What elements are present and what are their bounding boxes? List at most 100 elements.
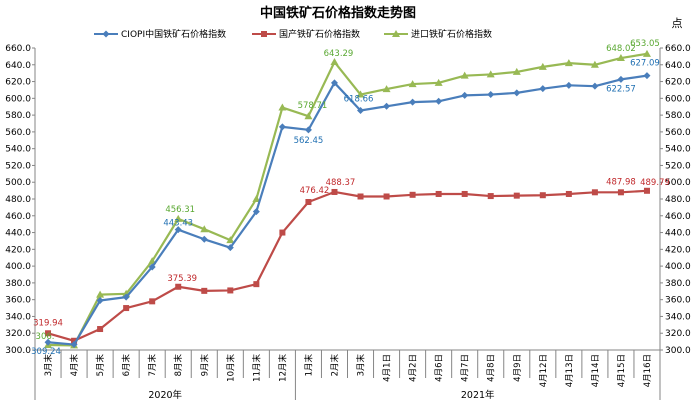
data-point <box>149 298 156 305</box>
data-label: 618.66 <box>344 94 374 104</box>
group-label: 2021年 <box>461 389 495 401</box>
data-point <box>252 208 260 216</box>
data-point <box>538 62 547 70</box>
data-label: 487.98 <box>606 177 636 187</box>
y-tick-label-left: 600.0 <box>5 94 31 104</box>
data-label: 627.09 <box>630 59 660 69</box>
data-point <box>461 190 468 197</box>
data-point <box>617 75 625 83</box>
data-point <box>226 236 235 244</box>
data-point <box>617 189 624 196</box>
data-point <box>409 98 417 106</box>
data-point <box>435 97 443 105</box>
data-point <box>304 126 312 134</box>
data-point <box>435 190 442 197</box>
data-point <box>383 193 390 200</box>
y-tick-label-left: 480.0 <box>5 195 31 205</box>
x-tick-label: 6月末 <box>121 354 132 377</box>
x-tick-label: 4月14日 <box>591 354 601 387</box>
data-label: 375.39 <box>167 274 197 284</box>
data-point <box>122 293 130 301</box>
x-tick-label: 9月末 <box>199 354 210 377</box>
x-tick-label: 4月6日 <box>435 354 445 382</box>
data-point <box>643 187 650 194</box>
data-point <box>487 91 495 99</box>
y-tick-label-right: 600.0 <box>665 94 691 104</box>
chart-title: 中国铁矿石价格指数走势图 <box>260 5 416 21</box>
data-point <box>201 287 208 294</box>
y-tick-label-right: 500.0 <box>665 178 691 188</box>
y-tick-label-left: 400.0 <box>5 262 31 272</box>
data-label: 319.94 <box>33 318 63 328</box>
data-label: 653.05 <box>630 39 660 49</box>
legend-entry: 国产铁矿石价格指数 <box>279 28 360 40</box>
y-tick-label-right: 640.0 <box>665 61 691 71</box>
data-point <box>642 49 651 57</box>
y-tick-label-right: 420.0 <box>665 245 691 255</box>
data-point <box>383 102 391 110</box>
data-point <box>252 195 261 202</box>
data-label: 309.24 <box>31 347 61 357</box>
x-tick-label: 4月13日 <box>565 354 575 387</box>
x-tick-label: 5月末 <box>95 354 106 377</box>
data-point <box>278 103 287 111</box>
data-point <box>175 283 182 290</box>
data-point <box>305 199 312 206</box>
data-point <box>123 305 130 312</box>
data-point <box>174 214 183 222</box>
data-label: 306. <box>36 332 55 342</box>
y-tick-label-left: 420.0 <box>5 245 31 255</box>
data-label: 488.37 <box>326 178 356 188</box>
data-point <box>356 90 365 98</box>
data-label: 456.31 <box>165 205 195 215</box>
x-tick-label: 4月末 <box>69 354 80 377</box>
data-point <box>253 281 260 288</box>
x-tick-label: 3月末 <box>356 354 367 377</box>
data-point <box>565 190 572 197</box>
y-tick-label-left: 520.0 <box>5 161 31 171</box>
data-label: 578.71 <box>298 101 328 111</box>
y-tick-label-left: 500.0 <box>5 178 31 188</box>
y-tick-label-right: 580.0 <box>665 111 691 121</box>
data-point <box>357 106 365 114</box>
data-point <box>461 91 469 99</box>
x-tick-label: 4月15日 <box>617 354 627 387</box>
y-tick-label-left: 460.0 <box>5 212 31 222</box>
data-point <box>45 330 52 337</box>
data-point <box>486 70 495 78</box>
y-tick-label-right: 620.0 <box>665 78 691 88</box>
series-line <box>47 74 648 346</box>
legend: CIOPI中国铁矿石价格指数 国产铁矿石价格指数 进口铁矿石价格指数 <box>94 28 492 40</box>
x-tick-label: 4月16日 <box>643 354 653 387</box>
y-tick-label-left: 360.0 <box>5 296 31 306</box>
y-tick-label-right: 320.0 <box>665 329 691 339</box>
y-tick-label-left: 560.0 <box>5 128 31 138</box>
data-point <box>97 326 104 333</box>
group-label: 2020年 <box>148 389 182 401</box>
x-tick-label: 4月2日 <box>409 354 419 382</box>
data-point <box>330 58 339 66</box>
data-point <box>434 78 443 86</box>
data-point <box>200 225 209 233</box>
data-point <box>102 30 110 38</box>
data-point <box>96 297 104 305</box>
data-point <box>44 338 52 346</box>
data-point <box>591 82 599 90</box>
data-point <box>331 188 338 195</box>
data-label: 643.29 <box>324 49 354 59</box>
data-point <box>460 71 469 79</box>
y-tick-label-right: 340.0 <box>665 312 691 322</box>
data-label: 443.43 <box>163 219 193 229</box>
x-tick-label: 4月8日 <box>487 354 497 382</box>
x-tick-label: 4月7日 <box>461 354 471 382</box>
y-tick-label-right: 540.0 <box>665 145 691 155</box>
data-point <box>148 263 156 271</box>
y-tick-label-right: 520.0 <box>665 161 691 171</box>
axes: 300.0 300.0 320.0 320.0 340.0 340.0 360.0 360.0… <box>5 44 691 401</box>
data-point <box>512 67 521 75</box>
data-point <box>409 191 416 198</box>
data-point <box>487 193 494 200</box>
data-point <box>591 189 598 196</box>
x-tick-label: 1月末 <box>303 354 314 377</box>
data-point <box>357 193 364 200</box>
